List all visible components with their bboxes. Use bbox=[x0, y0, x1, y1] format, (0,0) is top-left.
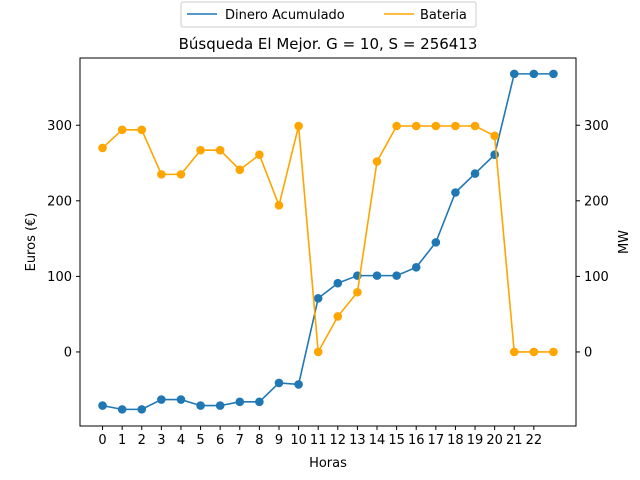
x-tick-label: 6 bbox=[216, 433, 224, 448]
y-axis-right: 0 100 200 300 bbox=[576, 119, 609, 360]
x-tick-label: 22 bbox=[526, 433, 543, 448]
data-point-bateria bbox=[411, 121, 421, 131]
data-point-bateria bbox=[294, 121, 303, 131]
plot-area bbox=[98, 69, 558, 414]
data-point-dinero bbox=[235, 397, 245, 407]
x-tick-label: 17 bbox=[428, 433, 445, 448]
x-tick-label: 16 bbox=[408, 433, 425, 448]
x-tick-label: 11 bbox=[310, 433, 327, 448]
legend-label-dinero: Dinero Acumulado bbox=[225, 8, 345, 23]
data-point-bateria bbox=[490, 131, 499, 141]
y-right-tick-label: 300 bbox=[584, 119, 609, 134]
y-left-tick-label: 200 bbox=[47, 194, 72, 209]
y-left-tick-label: 300 bbox=[47, 119, 72, 134]
legend: Dinero Acumulado Bateria bbox=[180, 1, 477, 28]
x-tick-label: 3 bbox=[157, 433, 165, 448]
x-axis-label: Horas bbox=[309, 456, 347, 471]
data-point-bateria bbox=[372, 157, 382, 166]
y-right-tick-label: 0 bbox=[584, 345, 592, 360]
data-point-bateria bbox=[353, 287, 362, 297]
plot-frame bbox=[79, 57, 577, 427]
x-tick-label: 18 bbox=[447, 433, 464, 448]
data-point-bateria bbox=[313, 347, 323, 357]
data-point-dinero bbox=[215, 401, 225, 410]
legend-label-bateria: Bateria bbox=[420, 8, 467, 23]
y-axis-label-right: MW bbox=[617, 230, 632, 254]
data-point-bateria bbox=[215, 145, 225, 155]
data-point-bateria bbox=[431, 121, 441, 131]
data-point-dinero bbox=[451, 188, 460, 197]
data-point-bateria bbox=[117, 125, 127, 135]
x-tick-label: 2 bbox=[138, 433, 146, 448]
data-point-dinero bbox=[333, 278, 343, 288]
x-axis: 0 1 2 3 4 5 6 7 8 9 10 11 12 13 14 15 16 17 18 19 20 21 22 bbox=[98, 426, 542, 448]
data-point-dinero bbox=[490, 150, 499, 160]
data-point-dinero bbox=[294, 380, 303, 389]
data-point-bateria bbox=[470, 121, 480, 131]
x-tick-label: 19 bbox=[467, 433, 484, 448]
x-tick-label: 0 bbox=[98, 433, 106, 448]
legend-frame bbox=[180, 1, 477, 28]
data-point-bateria bbox=[176, 170, 186, 179]
data-point-dinero bbox=[117, 405, 127, 414]
data-point-bateria bbox=[549, 347, 558, 357]
x-tick-label: 5 bbox=[196, 433, 204, 448]
data-point-dinero bbox=[274, 378, 284, 388]
data-point-bateria bbox=[137, 125, 147, 135]
x-tick-label: 14 bbox=[369, 433, 386, 448]
data-point-dinero bbox=[509, 69, 519, 79]
data-point-dinero bbox=[255, 397, 264, 407]
data-point-dinero bbox=[176, 395, 186, 404]
data-point-dinero bbox=[392, 271, 401, 280]
data-point-bateria bbox=[274, 201, 284, 210]
chart-title: Búsqueda El Mejor. G = 10, S = 256413 bbox=[179, 35, 478, 53]
data-point-bateria bbox=[509, 347, 519, 357]
data-point-dinero bbox=[431, 238, 441, 247]
data-point-bateria bbox=[255, 150, 264, 160]
data-point-dinero bbox=[529, 69, 539, 79]
data-point-bateria bbox=[392, 121, 401, 131]
y-left-tick-label: 0 bbox=[64, 345, 72, 360]
x-tick-label: 15 bbox=[388, 433, 405, 448]
data-point-dinero bbox=[411, 263, 421, 272]
x-tick-label: 21 bbox=[506, 433, 523, 448]
data-point-bateria bbox=[235, 165, 245, 175]
x-tick-label: 8 bbox=[255, 433, 263, 448]
y-axis-label-left: Euros (€) bbox=[24, 213, 39, 272]
data-point-dinero bbox=[549, 69, 558, 79]
data-point-dinero bbox=[196, 401, 205, 410]
data-point-dinero bbox=[157, 395, 166, 404]
y-right-tick-label: 100 bbox=[584, 270, 609, 285]
x-tick-label: 12 bbox=[330, 433, 347, 448]
x-tick-label: 10 bbox=[290, 433, 307, 448]
data-point-bateria bbox=[529, 347, 539, 357]
data-point-bateria bbox=[196, 145, 205, 155]
data-point-dinero bbox=[313, 294, 323, 303]
y-left-tick-label: 100 bbox=[47, 270, 72, 285]
data-point-bateria bbox=[98, 143, 107, 153]
y-right-tick-label: 200 bbox=[584, 194, 609, 209]
x-tick-label: 4 bbox=[177, 433, 185, 448]
x-tick-label: 9 bbox=[275, 433, 283, 448]
x-tick-label: 13 bbox=[349, 433, 366, 448]
data-point-bateria bbox=[157, 170, 166, 179]
data-point-bateria bbox=[333, 312, 343, 321]
data-point-dinero bbox=[98, 401, 107, 410]
data-point-dinero bbox=[137, 405, 147, 414]
data-point-dinero bbox=[470, 169, 480, 178]
data-point-bateria bbox=[451, 121, 460, 131]
x-tick-label: 7 bbox=[236, 433, 244, 448]
x-tick-label: 1 bbox=[118, 433, 126, 448]
y-axis-left: 0 100 200 300 bbox=[47, 119, 80, 360]
data-point-dinero bbox=[372, 271, 382, 280]
x-tick-label: 20 bbox=[486, 433, 503, 448]
